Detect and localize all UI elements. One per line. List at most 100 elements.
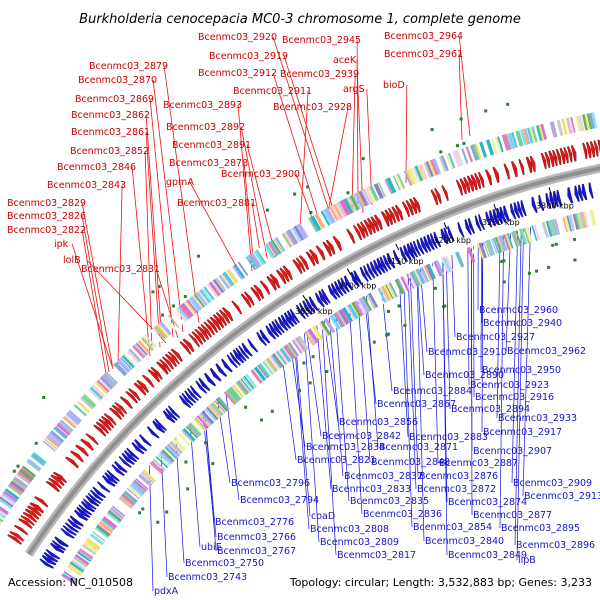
reverse-connector bbox=[481, 242, 484, 433]
cog-block-forward bbox=[538, 124, 546, 141]
cog-block-reverse bbox=[151, 460, 164, 473]
cog-block-reverse bbox=[196, 414, 211, 429]
forward-gene-arrow bbox=[466, 175, 475, 192]
cog-block-forward bbox=[91, 384, 106, 398]
cog-block-forward bbox=[149, 328, 164, 344]
cog-block-reverse bbox=[69, 561, 85, 573]
reverse-gene-arrow bbox=[517, 201, 524, 218]
cog-block-forward bbox=[540, 123, 547, 140]
cog-block-forward bbox=[104, 371, 118, 385]
rna-marker bbox=[308, 381, 312, 385]
reverse-gene-arrow bbox=[553, 190, 559, 208]
cog-block-reverse bbox=[515, 230, 522, 246]
cog-block-reverse bbox=[276, 350, 287, 365]
reverse-gene-arrow bbox=[386, 252, 396, 269]
cog-block-reverse bbox=[429, 262, 438, 279]
reverse-gene-arrow bbox=[134, 438, 148, 452]
cog-block-reverse bbox=[232, 384, 245, 399]
cog-block-forward bbox=[293, 225, 305, 241]
reverse-gene-arrow bbox=[90, 489, 104, 502]
cog-block-reverse bbox=[336, 310, 348, 326]
cog-block-reverse bbox=[454, 251, 464, 268]
cog-block-reverse bbox=[291, 339, 303, 354]
forward-gene-arrow bbox=[194, 328, 207, 343]
forward-gene-arrow bbox=[518, 159, 525, 176]
forward-gene-arrow bbox=[597, 139, 600, 153]
reverse-gene-label: Bcenmc03_2767 bbox=[217, 546, 296, 557]
reverse-gene-arrow bbox=[499, 206, 507, 223]
reverse-gene-arrow bbox=[229, 351, 241, 366]
forward-gene-arrow bbox=[108, 407, 122, 421]
reverse-gene-arrow bbox=[62, 524, 77, 536]
cog-block-reverse bbox=[138, 473, 153, 487]
reverse-connector bbox=[357, 300, 371, 463]
reverse-gene-arrow bbox=[271, 320, 283, 336]
reverse-gene-label: Bcenmc03_2794 bbox=[240, 495, 319, 506]
rna-marker bbox=[433, 286, 437, 290]
rna-marker bbox=[439, 150, 443, 154]
forward-gene-label: Bcenmc03_2881 bbox=[177, 198, 256, 209]
cog-block-forward bbox=[465, 146, 473, 163]
forward-gene-label: Bcenmc03_2852 bbox=[70, 146, 149, 157]
cog-block-forward bbox=[324, 207, 336, 224]
reverse-gene-arrow bbox=[235, 347, 247, 362]
cog-block-forward bbox=[13, 476, 29, 489]
cog-block-reverse bbox=[351, 301, 363, 318]
forward-gene-label: bioD bbox=[383, 80, 405, 91]
reverse-connector bbox=[293, 340, 310, 530]
cog-block-forward bbox=[142, 336, 155, 350]
forward-gene-label: Bcenmc03_2891 bbox=[172, 140, 251, 151]
cog-block-forward bbox=[42, 440, 56, 452]
reverse-gene-arrow bbox=[420, 237, 429, 253]
reverse-connector bbox=[175, 437, 185, 564]
reverse-gene-arrow bbox=[545, 192, 552, 210]
reverse-connector bbox=[403, 276, 413, 528]
reverse-gene-label: Bcenmc03_2808 bbox=[310, 524, 389, 535]
reverse-gene-arrow bbox=[152, 420, 166, 434]
reverse-gene-label: Bcenmc03_2766 bbox=[217, 532, 296, 543]
reverse-gene-arrow bbox=[187, 387, 199, 401]
cog-block-reverse bbox=[500, 235, 508, 251]
forward-gene-arrow bbox=[384, 209, 394, 226]
reverse-connector bbox=[335, 313, 350, 502]
cog-block-reverse bbox=[238, 379, 250, 393]
cog-block-reverse bbox=[265, 358, 278, 373]
reverse-connector bbox=[321, 322, 337, 556]
cog-block-reverse bbox=[89, 533, 105, 546]
reverse-gene-label: Bcenmc03_2927 bbox=[456, 332, 535, 343]
rna-marker bbox=[573, 258, 577, 262]
forward-gene-arrow bbox=[221, 307, 234, 322]
cog-block-forward bbox=[586, 113, 593, 130]
forward-gene-label: Bcenmc03_2961 bbox=[384, 49, 463, 60]
cog-block-reverse bbox=[486, 239, 496, 256]
cog-block-forward bbox=[589, 112, 595, 129]
cog-block-forward bbox=[0, 494, 16, 506]
cog-block-forward bbox=[210, 281, 222, 295]
reverse-gene-label: coaD bbox=[311, 511, 335, 522]
cog-block-forward bbox=[405, 169, 415, 185]
cog-block-reverse bbox=[283, 345, 295, 360]
reverse-gene-arrow bbox=[131, 441, 145, 455]
forward-connector bbox=[81, 202, 114, 370]
cog-block-forward bbox=[522, 128, 530, 145]
reverse-connector bbox=[496, 236, 501, 419]
cog-block-reverse bbox=[107, 509, 123, 522]
cog-block-reverse bbox=[245, 372, 258, 388]
forward-gene-arrow bbox=[20, 515, 35, 526]
reverse-gene-arrow bbox=[403, 244, 412, 261]
forward-gene-arrow bbox=[136, 379, 149, 394]
gene-arrows bbox=[7, 139, 600, 569]
reverse-gene-label: Bcenmc03_2894 bbox=[451, 404, 530, 415]
forward-gene-arrow bbox=[48, 477, 63, 490]
reverse-gene-arrow bbox=[111, 464, 125, 476]
cog-block-reverse bbox=[124, 489, 139, 503]
cog-block-reverse bbox=[217, 396, 230, 411]
cog-block-forward bbox=[570, 116, 576, 133]
reverse-gene-arrow bbox=[379, 256, 389, 272]
forward-gene-label: Bcenmc03_2964 bbox=[384, 31, 463, 42]
reverse-gene-arrow bbox=[567, 187, 574, 204]
forward-connector bbox=[71, 243, 113, 367]
reverse-gene-arrow bbox=[39, 558, 54, 569]
reverse-gene-arrow bbox=[45, 548, 61, 560]
cog-block-reverse bbox=[247, 371, 260, 387]
